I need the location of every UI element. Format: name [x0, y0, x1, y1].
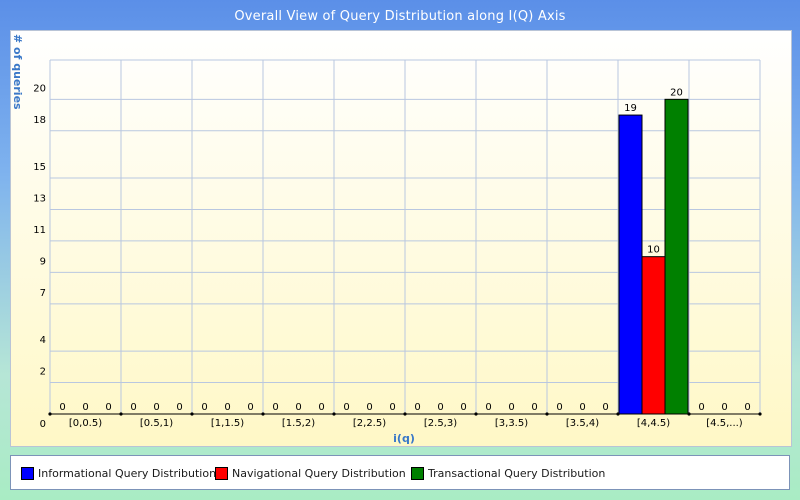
- y-tick-label: 15: [33, 162, 46, 173]
- data-label: 19: [624, 103, 637, 114]
- y-tick-label: 18: [33, 115, 46, 126]
- data-label: 0: [414, 402, 420, 413]
- data-label: 0: [366, 402, 372, 413]
- data-label: 0: [130, 402, 136, 413]
- data-label: 0: [460, 402, 466, 413]
- data-label: 10: [647, 245, 660, 256]
- data-label: 0: [389, 402, 395, 413]
- bar: [618, 114, 643, 415]
- x-tick-label: [0.5,1): [140, 418, 173, 429]
- data-label: 0: [437, 402, 443, 413]
- x-tick-dot: [190, 412, 194, 416]
- x-tick-dot: [758, 412, 762, 416]
- legend: Informational Query Distribution Navigat…: [10, 455, 790, 490]
- data-label: 0: [247, 402, 253, 413]
- legend-item-informational: Informational Query Distribution: [21, 466, 216, 480]
- legend-label-transactional: Transactional Query Distribution: [428, 466, 606, 480]
- data-label: 0: [721, 402, 727, 413]
- x-tick-label: [1.5,2): [282, 418, 315, 429]
- x-tick-label: [4,4.5): [637, 418, 670, 429]
- data-label: 0: [556, 402, 562, 413]
- data-label: 0: [579, 402, 585, 413]
- data-label: 0: [59, 402, 65, 413]
- x-tick-label: [2,2.5): [353, 418, 386, 429]
- x-tick-label: [0,0.5): [69, 418, 102, 429]
- y-tick-label: 2: [40, 367, 46, 378]
- legend-item-navigational: Navigational Query Distribution: [215, 466, 406, 480]
- legend-label-informational: Informational Query Distribution: [38, 466, 217, 480]
- x-tick-label: [4.5,...): [706, 418, 743, 429]
- y-tick-label: 0: [40, 419, 46, 430]
- data-label: 0: [272, 402, 278, 413]
- data-label: 0: [343, 402, 349, 413]
- x-tick-label: [3,3.5): [495, 418, 528, 429]
- legend-swatch-navigational: [215, 466, 228, 480]
- x-tick-dot: [332, 412, 336, 416]
- x-tick-dot: [474, 412, 478, 416]
- data-label: 0: [485, 402, 491, 413]
- y-tick-label: 4: [40, 335, 46, 346]
- data-label: 0: [153, 402, 159, 413]
- data-label: 0: [224, 402, 230, 413]
- bar-chart: 0 2 4 7 9 11 13 15 18 20 [0,0.5) [0.5,1) [1,1.5) [1.5…: [11, 34, 762, 445]
- data-label: 0: [318, 402, 324, 413]
- data-label: 0: [295, 402, 301, 413]
- y-tick-label: 11: [33, 225, 46, 236]
- x-tick-dot: [616, 412, 620, 416]
- x-tick-label: [3.5,4): [566, 418, 599, 429]
- data-label: 0: [602, 402, 608, 413]
- x-tick-dot: [545, 412, 549, 416]
- y-tick-label: 13: [33, 193, 46, 204]
- data-label: 20: [670, 87, 683, 98]
- axes: [48, 412, 762, 416]
- x-tick-label: [2.5,3): [424, 418, 457, 429]
- y-tick-label: 9: [40, 256, 46, 267]
- y-tick-label: 7: [40, 288, 46, 299]
- x-tick-dot: [261, 412, 265, 416]
- x-axis-label: i(q): [393, 432, 415, 445]
- bar: [641, 256, 666, 415]
- data-label: 0: [176, 402, 182, 413]
- x-tick-dot: [403, 412, 407, 416]
- data-label: 0: [82, 402, 88, 413]
- x-tick-label: [1,1.5): [211, 418, 244, 429]
- data-label: 0: [105, 402, 111, 413]
- x-tick-dot: [687, 412, 691, 416]
- bar: [664, 98, 689, 415]
- x-tick-dot: [119, 412, 123, 416]
- legend-swatch-transactional: [411, 466, 424, 480]
- chart-title: Overall View of Query Distribution along…: [234, 9, 566, 24]
- data-label: 0: [698, 402, 704, 413]
- data-label: 0: [744, 402, 750, 413]
- data-label: 0: [201, 402, 207, 413]
- legend-swatch-informational: [21, 466, 34, 480]
- data-label: 0: [508, 402, 514, 413]
- legend-item-transactional: Transactional Query Distribution: [411, 466, 605, 480]
- bars: [618, 98, 689, 415]
- x-tick-dot: [48, 412, 52, 416]
- data-label: 0: [531, 402, 537, 413]
- y-tick-label: 20: [33, 83, 46, 94]
- labels: 0 2 4 7 9 11 13 15 18 20 [0,0.5) [0.5,1) [1,1.5) [1.5…: [33, 83, 750, 430]
- y-axis-label: # of queries: [11, 34, 24, 110]
- legend-label-navigational: Navigational Query Distribution: [232, 466, 406, 480]
